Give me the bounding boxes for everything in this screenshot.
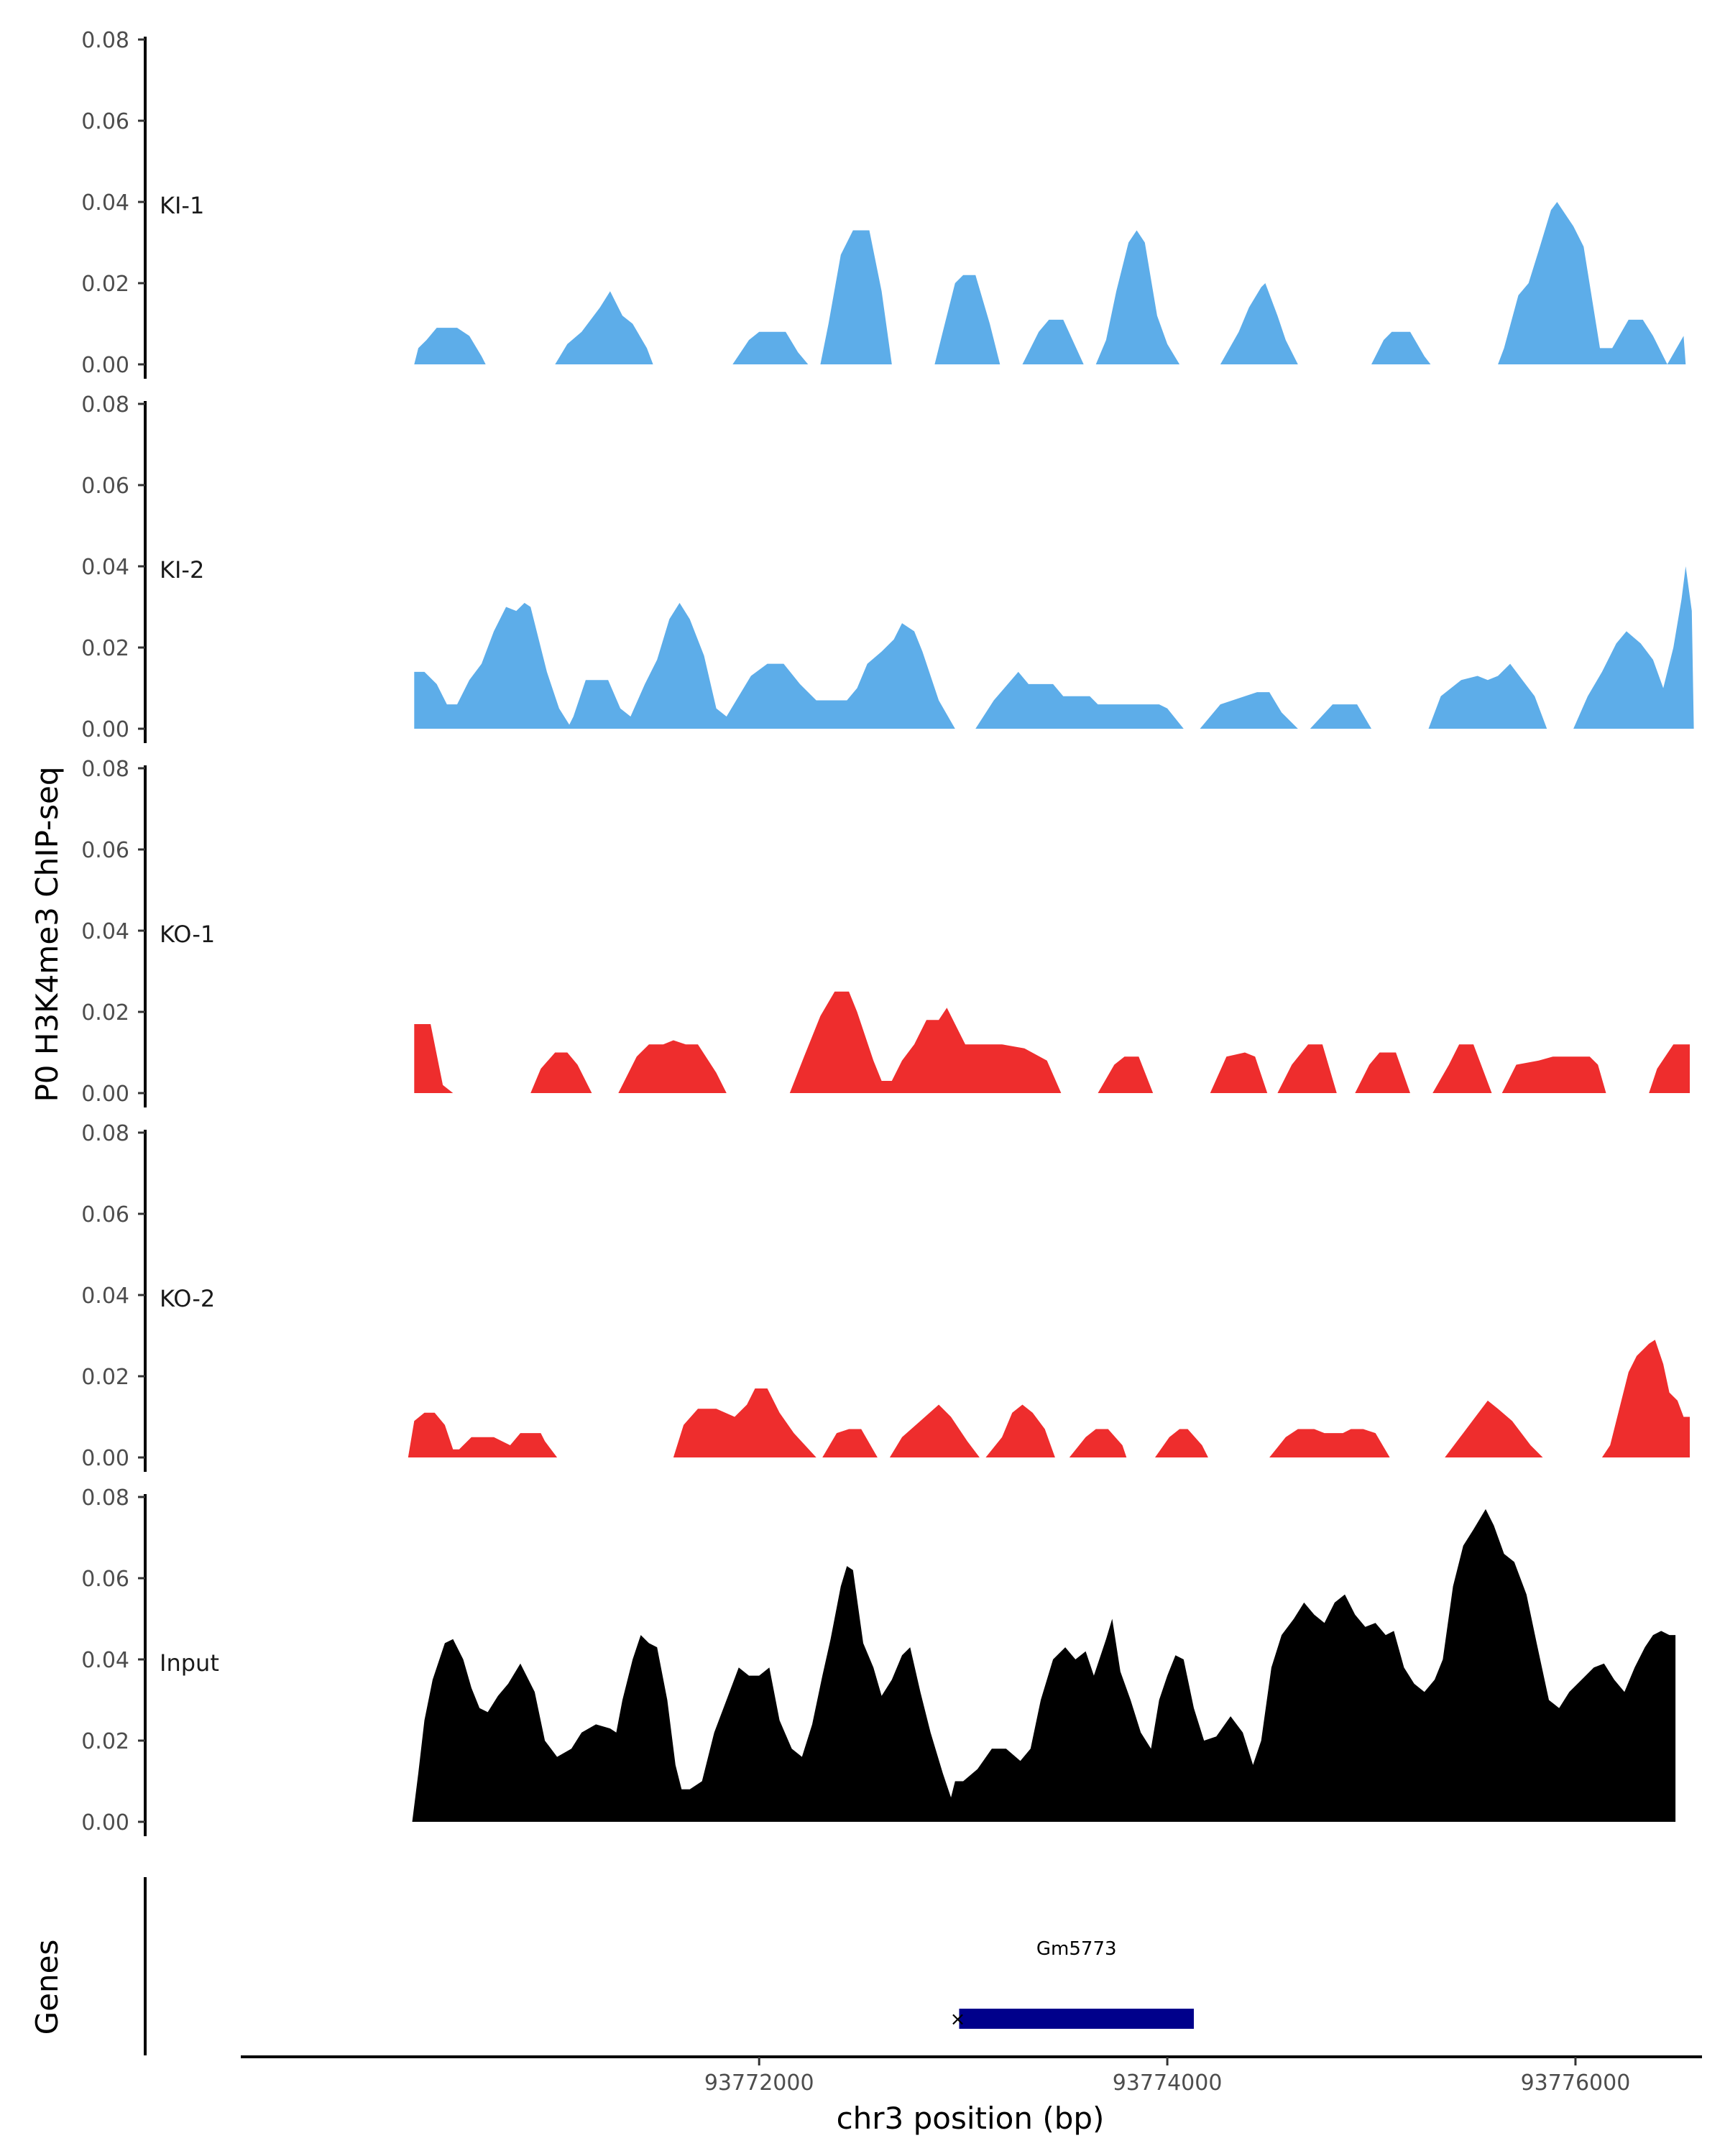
- track-label: KO-2: [160, 1285, 215, 1312]
- track-ko-1: 0.00 0.02 0.04 0.06 0.08 KO-1: [81, 757, 1690, 1107]
- y-tick-label: 0.08: [81, 757, 129, 782]
- x-axis: 93772000 93774000 93776000: [241, 2055, 1702, 2096]
- track-label: KI-1: [160, 192, 204, 219]
- y-tick-label: 0.04: [81, 190, 129, 216]
- y-tick-label: 0.04: [81, 555, 129, 580]
- genes-axis-title: Genes: [29, 1940, 65, 2035]
- y-tick-label: 0.06: [81, 1567, 129, 1592]
- coverage-area-input: [412, 1508, 1676, 1822]
- track-label: Input: [160, 1649, 219, 1677]
- y-tick-label: 0.00: [81, 1082, 129, 1107]
- coverage-area-ki-1: [414, 202, 1686, 364]
- y-tick-label: 0.00: [81, 1810, 129, 1835]
- track-ko-2: 0.00 0.02 0.04 0.06 0.08 KO-2: [81, 1121, 1690, 1472]
- track-label: KI-2: [160, 556, 204, 584]
- y-tick-label: 0.06: [81, 474, 129, 499]
- x-axis-title: chr3 position (bp): [837, 2101, 1105, 2136]
- y-tick-label: 0.08: [81, 1485, 129, 1511]
- x-axis-ticks: 93772000 93774000 93776000: [704, 2057, 1630, 2096]
- gene-panel: Gm5773 ×: [144, 1877, 1194, 2055]
- gene-strand-marker: ×: [950, 2009, 966, 2030]
- y-tick-label: 0.04: [81, 1648, 129, 1673]
- y-tick-label: 0.04: [81, 919, 129, 944]
- gene-name-label: Gm5773: [1036, 1938, 1117, 1960]
- x-tick-label: 93776000: [1521, 2070, 1631, 2096]
- track-ki-1: 0.00 0.02 0.04 0.06 0.08 KI-1: [81, 28, 1686, 379]
- gene-body: [959, 2009, 1194, 2029]
- y-tick-label: 0.00: [81, 353, 129, 378]
- y-tick-label: 0.02: [81, 1365, 129, 1390]
- coverage-area-ki-2: [414, 566, 1694, 729]
- coverage-area-ko-2: [408, 1340, 1690, 1457]
- y-tick-label: 0.02: [81, 1000, 129, 1026]
- y-tick-label: 0.06: [81, 838, 129, 863]
- y-axis-title: P0 H3K4me3 ChIP-seq: [29, 766, 65, 1102]
- y-tick-label: 0.04: [81, 1284, 129, 1309]
- y-tick-label: 0.08: [81, 392, 129, 418]
- y-tick-label: 0.02: [81, 636, 129, 661]
- y-tick-label: 0.08: [81, 1121, 129, 1146]
- coverage-area-ko-1: [414, 991, 1690, 1093]
- y-tick-label: 0.00: [81, 717, 129, 742]
- y-tick-label: 0.00: [81, 1446, 129, 1471]
- x-tick-label: 93774000: [1113, 2070, 1223, 2096]
- track-ki-2: 0.00 0.02 0.04 0.06 0.08 KI-2: [81, 392, 1694, 743]
- y-tick-label: 0.06: [81, 1202, 129, 1227]
- coverage-tracks: 0.00 0.02 0.04 0.06 0.08 KI-1 0.00 0.02 0.04 0.06…: [81, 28, 1694, 1836]
- y-tick-label: 0.02: [81, 272, 129, 297]
- y-tick-label: 0.02: [81, 1729, 129, 1754]
- track-label: KO-1: [160, 921, 215, 948]
- y-tick-label: 0.08: [81, 28, 129, 53]
- y-tick-label: 0.06: [81, 109, 129, 134]
- x-tick-label: 93772000: [704, 2070, 814, 2096]
- track-input: 0.00 0.02 0.04 0.06 0.08 Input: [81, 1485, 1676, 1836]
